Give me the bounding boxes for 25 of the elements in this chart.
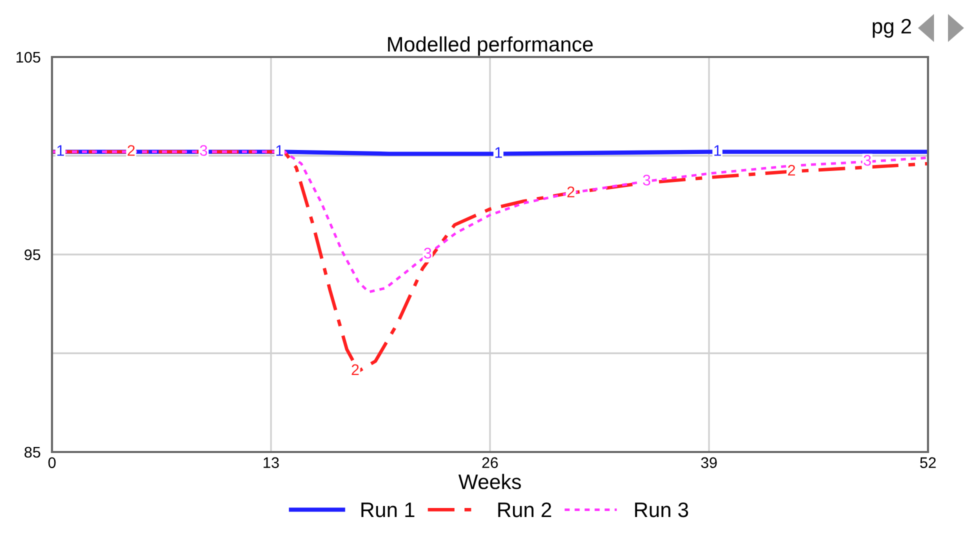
annotation: 1 — [714, 145, 721, 156]
legend-label: Run 1 — [361, 502, 414, 518]
x-tick-label: 0 — [48, 457, 56, 468]
text: pg 2 — [872, 18, 911, 38]
legend-label: Run 3 — [635, 502, 688, 518]
annotation: 2 — [788, 164, 796, 176]
x-tick-label: 26 — [482, 457, 498, 468]
y-tick-label: 95 — [24, 249, 40, 260]
annotation: 1 — [57, 145, 64, 156]
annotation: 3 — [643, 174, 650, 186]
x-tick-label: 52 — [920, 457, 936, 468]
annotation: 3 — [424, 248, 432, 259]
legend-label: Run 2 — [498, 502, 552, 518]
annotation: 3 — [200, 145, 208, 156]
x-axis-title: Weeks — [458, 474, 521, 490]
y-tick-label: 105 — [16, 52, 40, 63]
chart-title: Modelled performance — [388, 36, 593, 56]
annotation: 2 — [567, 186, 574, 198]
x-tick-label: 13 — [264, 457, 279, 468]
annotation: 1 — [276, 145, 283, 156]
annotation: 2 — [128, 145, 135, 156]
y-tick-label: 85 — [24, 446, 40, 458]
x-tick-label: 39 — [701, 457, 717, 468]
annotation: 3 — [864, 154, 871, 166]
annotation: 2 — [352, 364, 359, 375]
